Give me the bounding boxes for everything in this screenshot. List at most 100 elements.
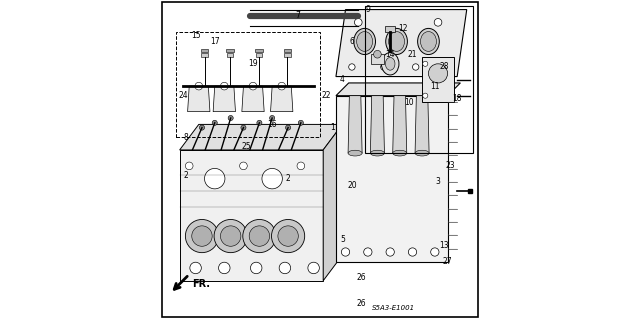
- Circle shape: [192, 226, 212, 246]
- Circle shape: [374, 50, 381, 58]
- Circle shape: [195, 82, 203, 90]
- Bar: [255, 53, 262, 57]
- Circle shape: [214, 219, 247, 253]
- Text: 4: 4: [340, 75, 345, 84]
- Text: 12: 12: [398, 24, 408, 33]
- Text: FR.: FR.: [193, 279, 211, 289]
- Polygon shape: [242, 86, 264, 112]
- Circle shape: [422, 93, 428, 98]
- Polygon shape: [180, 124, 342, 150]
- Circle shape: [381, 64, 387, 70]
- Text: 19: 19: [248, 59, 258, 68]
- Circle shape: [262, 168, 282, 189]
- Text: 1: 1: [330, 123, 335, 132]
- Ellipse shape: [371, 150, 385, 156]
- Bar: [255, 49, 262, 52]
- Circle shape: [239, 162, 247, 170]
- Circle shape: [308, 262, 319, 274]
- Text: 11: 11: [430, 82, 440, 91]
- Circle shape: [278, 82, 285, 90]
- Text: 22: 22: [322, 91, 331, 100]
- Bar: [284, 49, 291, 52]
- Text: 26: 26: [356, 273, 366, 282]
- Circle shape: [186, 162, 193, 170]
- Ellipse shape: [354, 28, 376, 55]
- Circle shape: [285, 125, 291, 130]
- Circle shape: [297, 162, 305, 170]
- Text: 10: 10: [404, 98, 414, 107]
- Ellipse shape: [420, 32, 436, 51]
- Circle shape: [386, 248, 394, 256]
- Polygon shape: [323, 124, 342, 281]
- Bar: [371, 54, 384, 64]
- Circle shape: [408, 248, 417, 256]
- Polygon shape: [371, 96, 385, 153]
- Text: 25: 25: [242, 142, 252, 151]
- Bar: [201, 49, 209, 52]
- Circle shape: [200, 125, 205, 130]
- Bar: [385, 26, 395, 32]
- Circle shape: [364, 248, 372, 256]
- Ellipse shape: [386, 28, 408, 55]
- Ellipse shape: [393, 150, 407, 156]
- Text: 21: 21: [408, 50, 417, 59]
- Ellipse shape: [356, 32, 372, 51]
- Polygon shape: [348, 96, 362, 153]
- Polygon shape: [415, 96, 429, 153]
- Polygon shape: [188, 86, 210, 112]
- Circle shape: [341, 248, 349, 256]
- Circle shape: [205, 168, 225, 189]
- Circle shape: [249, 82, 257, 90]
- Polygon shape: [271, 86, 293, 112]
- Text: 28: 28: [440, 63, 449, 71]
- Circle shape: [243, 219, 276, 253]
- Circle shape: [444, 64, 451, 70]
- Circle shape: [434, 19, 442, 26]
- Bar: [284, 53, 291, 57]
- Bar: [422, 57, 454, 102]
- Circle shape: [298, 120, 303, 125]
- Text: 26: 26: [356, 299, 366, 308]
- Text: 15: 15: [191, 31, 200, 40]
- Circle shape: [278, 226, 298, 246]
- Polygon shape: [180, 150, 323, 281]
- Circle shape: [186, 219, 218, 253]
- Circle shape: [228, 115, 233, 121]
- Circle shape: [218, 262, 230, 274]
- Text: S5A3-E1001: S5A3-E1001: [372, 305, 415, 311]
- Ellipse shape: [418, 28, 439, 55]
- Text: 18: 18: [452, 94, 462, 103]
- Polygon shape: [336, 96, 447, 262]
- Ellipse shape: [381, 53, 399, 75]
- Text: 3: 3: [436, 177, 440, 186]
- Text: 8: 8: [184, 133, 188, 142]
- Bar: [227, 53, 233, 57]
- Text: 7: 7: [295, 11, 300, 20]
- Text: 5: 5: [340, 235, 345, 244]
- Circle shape: [413, 64, 419, 70]
- Circle shape: [431, 248, 439, 256]
- Circle shape: [269, 115, 275, 121]
- Circle shape: [190, 262, 202, 274]
- Text: 14: 14: [385, 50, 395, 59]
- Circle shape: [428, 64, 447, 83]
- Text: 24: 24: [178, 91, 188, 100]
- Circle shape: [241, 125, 246, 130]
- Circle shape: [271, 219, 305, 253]
- Text: 17: 17: [210, 37, 220, 46]
- Ellipse shape: [388, 32, 404, 51]
- Polygon shape: [213, 86, 236, 112]
- Polygon shape: [336, 10, 467, 77]
- Circle shape: [355, 19, 362, 26]
- Circle shape: [422, 61, 428, 66]
- Text: 13: 13: [440, 241, 449, 250]
- Circle shape: [349, 64, 355, 70]
- Bar: [202, 53, 208, 57]
- Circle shape: [250, 262, 262, 274]
- Ellipse shape: [415, 150, 429, 156]
- Ellipse shape: [348, 150, 362, 156]
- Text: 2: 2: [285, 174, 291, 183]
- Text: 9: 9: [365, 5, 371, 14]
- Text: 16: 16: [268, 120, 277, 129]
- Polygon shape: [336, 83, 460, 96]
